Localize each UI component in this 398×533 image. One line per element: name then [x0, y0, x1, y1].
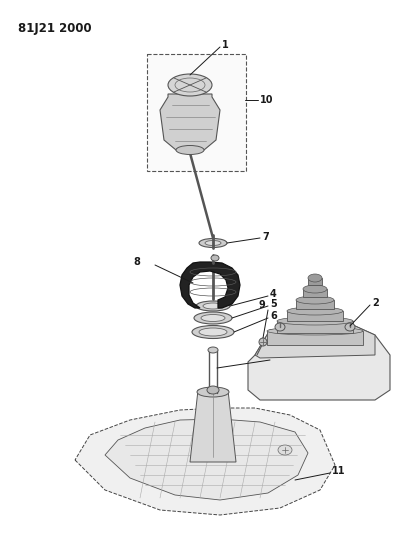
- Ellipse shape: [308, 274, 322, 282]
- FancyBboxPatch shape: [147, 54, 246, 171]
- Ellipse shape: [278, 445, 292, 455]
- Text: 6: 6: [270, 311, 277, 321]
- Ellipse shape: [192, 326, 234, 338]
- Text: 5: 5: [270, 299, 277, 309]
- Ellipse shape: [199, 238, 227, 247]
- Ellipse shape: [196, 301, 230, 311]
- Polygon shape: [308, 278, 322, 285]
- Polygon shape: [190, 390, 236, 462]
- Ellipse shape: [176, 146, 204, 155]
- Text: 4: 4: [270, 289, 277, 299]
- Polygon shape: [255, 326, 375, 358]
- Ellipse shape: [199, 328, 227, 336]
- Polygon shape: [75, 408, 335, 515]
- Ellipse shape: [168, 74, 212, 96]
- Ellipse shape: [208, 347, 218, 353]
- Ellipse shape: [296, 296, 334, 304]
- Ellipse shape: [275, 323, 285, 331]
- Ellipse shape: [194, 312, 232, 324]
- Ellipse shape: [203, 303, 223, 309]
- Text: 10: 10: [260, 95, 273, 105]
- Text: 9: 9: [259, 300, 265, 310]
- Ellipse shape: [277, 317, 353, 325]
- Ellipse shape: [287, 307, 343, 315]
- Polygon shape: [160, 94, 220, 150]
- Text: 3: 3: [272, 353, 279, 363]
- Polygon shape: [287, 311, 343, 321]
- Polygon shape: [248, 326, 390, 400]
- Text: 11: 11: [332, 466, 345, 476]
- Ellipse shape: [205, 240, 221, 246]
- Text: 8: 8: [133, 257, 140, 267]
- Text: 1: 1: [222, 40, 229, 50]
- Ellipse shape: [303, 285, 327, 293]
- Ellipse shape: [207, 386, 219, 394]
- Polygon shape: [296, 300, 334, 309]
- Ellipse shape: [197, 387, 229, 397]
- Text: 7: 7: [262, 232, 269, 242]
- Text: 2: 2: [372, 298, 379, 308]
- Polygon shape: [105, 419, 308, 500]
- Ellipse shape: [267, 327, 363, 335]
- Polygon shape: [277, 321, 353, 333]
- Text: 81J21 2000: 81J21 2000: [18, 22, 92, 35]
- Ellipse shape: [259, 338, 267, 346]
- Polygon shape: [180, 262, 240, 308]
- Polygon shape: [267, 331, 363, 345]
- Ellipse shape: [211, 255, 219, 261]
- Ellipse shape: [345, 323, 355, 331]
- Polygon shape: [303, 289, 327, 297]
- Ellipse shape: [201, 314, 225, 321]
